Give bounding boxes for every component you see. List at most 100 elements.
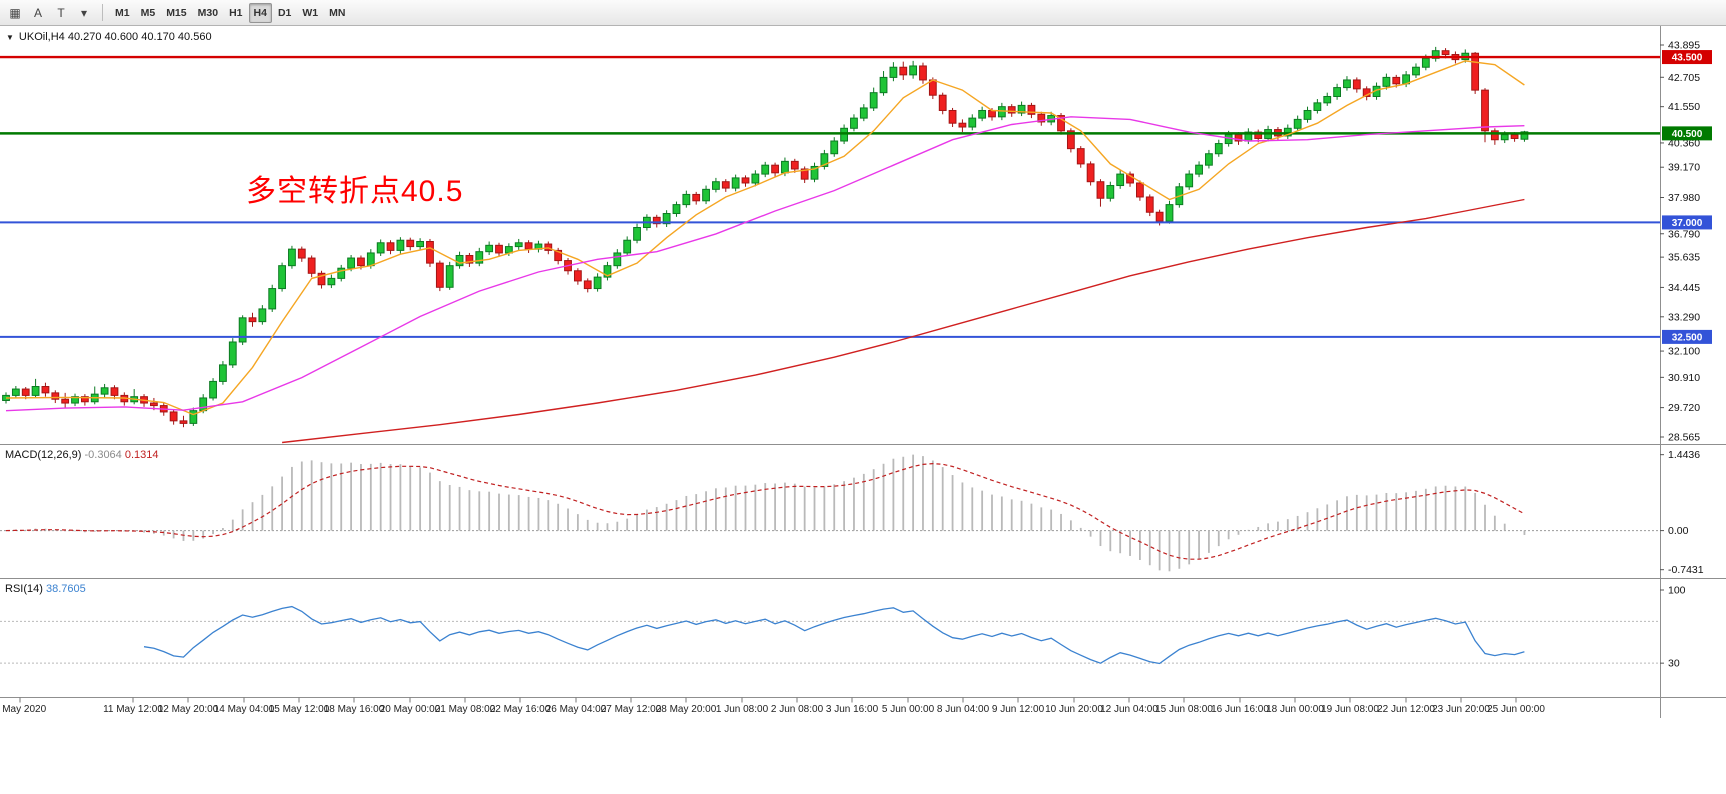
- candle: [682, 190, 691, 208]
- candle: [435, 260, 444, 292]
- candle: [613, 249, 622, 269]
- tile-windows-button[interactable]: ▦: [4, 3, 26, 23]
- moving-average-lines: [5, 60, 1525, 444]
- candle: [416, 238, 425, 250]
- macd-axis-label: 0.00: [1668, 525, 1689, 537]
- candle: [1057, 113, 1065, 135]
- price-tick-label: 28.565: [1668, 432, 1700, 444]
- price-tick-label: 40.360: [1668, 137, 1700, 149]
- candle: [41, 382, 50, 397]
- candle: [71, 393, 79, 407]
- price-badge-label: 43.500: [1672, 53, 1703, 64]
- candle: [396, 237, 405, 254]
- toolbar-separator: [102, 4, 103, 21]
- time-tick-label: 8 May 2020: [0, 704, 47, 715]
- price-tick-label: 39.170: [1668, 162, 1700, 174]
- candle: [1116, 170, 1125, 189]
- time-tick-label: 23 Jun 20:00: [1432, 704, 1490, 715]
- candle: [258, 305, 267, 325]
- timeframe-button-d1[interactable]: D1: [273, 3, 296, 23]
- candle: [1352, 77, 1361, 93]
- candle: [1283, 124, 1292, 139]
- time-tick-label: 12 Jun 04:00: [1100, 704, 1158, 715]
- candle: [1490, 128, 1499, 145]
- timeframe-button-w1[interactable]: W1: [297, 3, 323, 23]
- candle: [623, 236, 632, 256]
- price-badge-label: 32.500: [1672, 332, 1703, 343]
- candle: [790, 158, 799, 173]
- symbol-header: ▼ UKOil,H4 40.270 40.600 40.170 40.560: [6, 31, 212, 43]
- time-tick-label: 18 May 16:00: [324, 704, 385, 715]
- text-a-tool-button[interactable]: A: [27, 3, 49, 23]
- candle: [327, 274, 336, 289]
- candle: [51, 390, 60, 404]
- candle: [1412, 63, 1420, 78]
- macd-axis-label: -0.7431: [1668, 564, 1704, 576]
- candle: [800, 166, 809, 183]
- candle: [426, 238, 434, 267]
- price-badge-label: 37.000: [1672, 218, 1703, 229]
- symbol-dropdown-icon[interactable]: ▼: [6, 32, 14, 42]
- candle: [465, 252, 474, 267]
- candle: [761, 161, 770, 178]
- text-t-tool-button[interactable]: T: [50, 3, 72, 23]
- timeframe-button-m30[interactable]: M30: [193, 3, 223, 23]
- candle: [771, 162, 779, 177]
- candle: [169, 409, 178, 425]
- price-axis[interactable]: 43.895 42.705 41.550 40.360 39.170 37.980 36.7…: [1660, 40, 1712, 444]
- candle: [919, 62, 927, 84]
- macd-axis-label: 1.4436: [1668, 449, 1700, 461]
- candle: [1214, 139, 1223, 157]
- time-tick-label: 20 May 00:00: [380, 704, 441, 715]
- time-tick-label: 14 May 04:00: [214, 704, 275, 715]
- time-tick-label: 18 Jun 00:00: [1266, 704, 1324, 715]
- candle: [879, 71, 888, 96]
- price-badge-37.000: [1662, 215, 1712, 230]
- price-badge-label: 40.500: [1672, 129, 1703, 140]
- candle: [1076, 146, 1085, 168]
- candle: [603, 261, 612, 281]
- timeframe-button-h4[interactable]: H4: [248, 2, 272, 23]
- symbol-ohlc-label: UKOil,H4 40.270 40.600 40.170 40.560: [18, 31, 212, 43]
- ma-fast-orange: [5, 60, 1525, 416]
- candle: [958, 119, 967, 133]
- timeframe-button-m15[interactable]: M15: [161, 3, 191, 23]
- candle: [889, 62, 898, 82]
- tools-dropdown-button[interactable]: ▾: [73, 3, 95, 23]
- candle: [1185, 170, 1194, 190]
- candle: [652, 214, 661, 228]
- timeframe-button-group: M1 M5 M15 M30 H1 H4 D1 W1 MN: [110, 2, 350, 23]
- time-tick-label: 3 Jun 16:00: [826, 704, 879, 715]
- candle: [1195, 161, 1203, 178]
- chart-annotation-text: 多空转折点40.5: [246, 175, 464, 208]
- candle: [1205, 149, 1213, 169]
- candle: [495, 242, 503, 257]
- candle: [692, 191, 701, 205]
- timeframe-button-mn[interactable]: MN: [324, 3, 350, 23]
- candle: [445, 261, 454, 290]
- candle: [61, 392, 70, 408]
- candle: [248, 312, 257, 327]
- price-tick-label: 29.720: [1668, 402, 1700, 414]
- candle: [948, 107, 957, 128]
- rsi-pane: 100 30: [0, 585, 1686, 670]
- candle: [633, 223, 641, 244]
- candle: [1086, 161, 1095, 186]
- candle: [297, 246, 306, 262]
- candle: [1136, 180, 1144, 201]
- chart-canvas[interactable]: 43.895 42.705 41.550 40.360 39.170 37.980 36.7…: [0, 26, 1726, 794]
- candle: [80, 394, 89, 406]
- candle: [899, 61, 908, 80]
- price-tick-label: 30.910: [1668, 372, 1700, 384]
- price-tick-label: 36.790: [1668, 228, 1700, 240]
- timeframe-button-m1[interactable]: M1: [110, 3, 135, 23]
- toolbar-icon-group: ▦ A T ▾: [4, 3, 95, 23]
- timeframe-button-m5[interactable]: M5: [136, 3, 161, 23]
- pane-separators[interactable]: [0, 26, 1726, 718]
- timeframe-button-h1[interactable]: H1: [224, 3, 247, 23]
- candle: [100, 383, 109, 398]
- candle: [741, 175, 750, 187]
- candle: [386, 240, 395, 255]
- candle: [475, 247, 484, 267]
